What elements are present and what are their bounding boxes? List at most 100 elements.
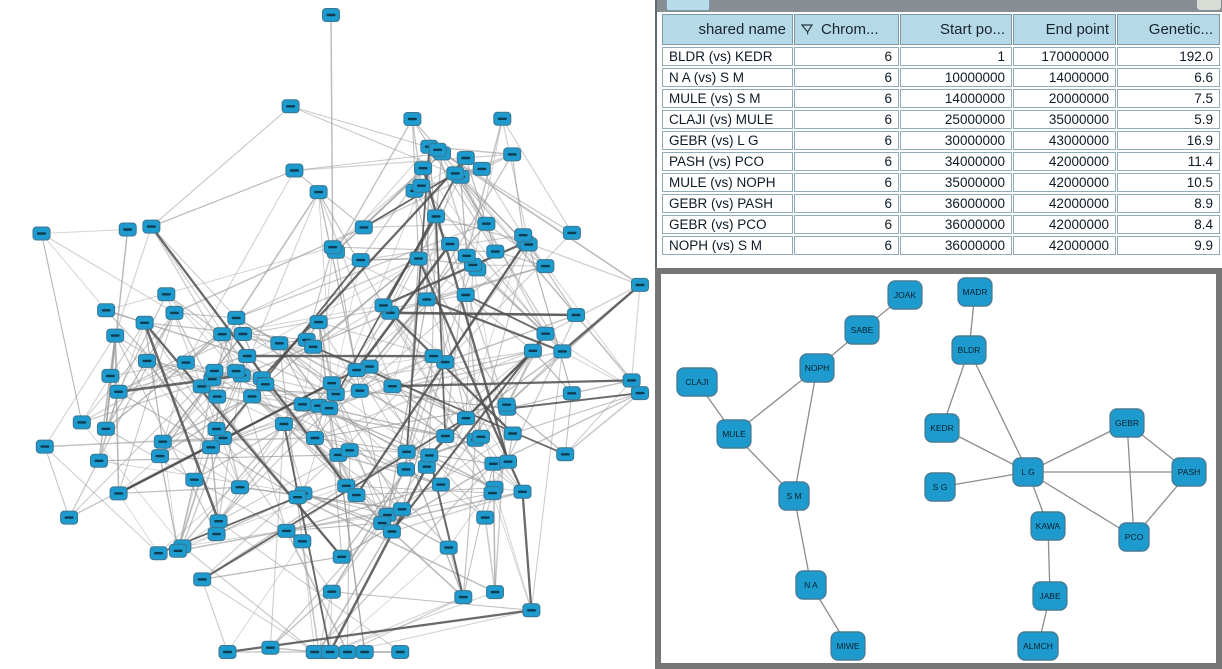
network-edge[interactable]	[158, 393, 337, 554]
network-node[interactable]	[472, 161, 491, 176]
network-edge[interactable]	[44, 335, 116, 447]
network-edge[interactable]	[98, 335, 116, 461]
table-row[interactable]: N A (vs) S M 6 10000000 14000000 6.6	[662, 68, 1220, 87]
network-edge[interactable]	[564, 393, 573, 455]
network-node-bldr[interactable]: BLDR	[951, 335, 987, 365]
network-edge[interactable]	[201, 579, 229, 653]
network-node-joak[interactable]: JOAK	[887, 280, 923, 310]
network-node[interactable]	[231, 480, 249, 495]
node-shape[interactable]	[1012, 457, 1044, 487]
network-node[interactable]	[109, 486, 128, 501]
network-edge[interactable]	[314, 255, 468, 439]
network-edge[interactable]	[335, 146, 430, 253]
network-node[interactable]	[522, 603, 541, 618]
network-node[interactable]	[631, 386, 649, 401]
network-edge[interactable]	[290, 105, 461, 178]
network-edge-gebr-pco[interactable]	[1126, 422, 1135, 538]
network-edge[interactable]	[202, 556, 342, 581]
network-edge[interactable]	[278, 343, 303, 542]
network-edge[interactable]	[528, 244, 573, 394]
network-edge[interactable]	[201, 579, 315, 653]
network-edge[interactable]	[329, 407, 446, 437]
network-edge[interactable]	[105, 312, 176, 430]
network-node[interactable]	[135, 315, 154, 330]
network-edge[interactable]	[210, 447, 220, 522]
network-edge[interactable]	[335, 251, 428, 300]
network-edge[interactable]	[312, 258, 419, 348]
network-edge[interactable]	[41, 233, 107, 311]
network-edge[interactable]	[68, 437, 224, 519]
network-edge[interactable]	[318, 191, 384, 306]
network-node[interactable]	[454, 590, 473, 605]
network-node[interactable]	[441, 237, 460, 251]
network-node[interactable]	[285, 163, 304, 178]
network-node[interactable]	[138, 353, 156, 368]
network-node[interactable]	[176, 355, 195, 370]
cell-shared-name[interactable]: NOPH (vs) S M	[662, 236, 793, 255]
cell-end[interactable]: 170000000	[1013, 47, 1116, 66]
node-shape[interactable]	[1030, 511, 1066, 541]
network-node[interactable]	[420, 448, 439, 463]
network-edge[interactable]	[329, 466, 428, 653]
network-edge-lg-pco[interactable]	[1027, 471, 1135, 538]
node-shape[interactable]	[844, 315, 880, 345]
network-edge[interactable]	[201, 454, 339, 580]
network-edge[interactable]	[631, 284, 641, 381]
network-edge[interactable]	[564, 392, 641, 455]
network-edge[interactable]	[330, 14, 334, 248]
network-edge[interactable]	[391, 530, 464, 598]
network-edge[interactable]	[297, 496, 496, 593]
network-edge[interactable]	[472, 264, 509, 462]
network-node[interactable]	[397, 462, 415, 477]
cell-genetic[interactable]: 8.4	[1117, 215, 1220, 234]
network-edge[interactable]	[118, 355, 248, 393]
network-edge[interactable]	[465, 294, 534, 352]
network-node[interactable]	[185, 472, 204, 487]
network-edge[interactable]	[355, 243, 452, 371]
network-edge[interactable]	[151, 169, 295, 228]
network-node[interactable]	[493, 111, 512, 126]
network-edge[interactable]	[41, 229, 128, 234]
node-shape[interactable]	[1109, 408, 1145, 438]
network-edge[interactable]	[406, 350, 534, 453]
node-shape[interactable]	[1171, 457, 1207, 487]
network-edge[interactable]	[294, 170, 365, 228]
network-edge[interactable]	[227, 541, 303, 653]
network-edge[interactable]	[81, 375, 111, 423]
node-shape[interactable]	[830, 631, 866, 661]
network-edge[interactable]	[363, 172, 456, 229]
network-edge[interactable]	[114, 335, 120, 392]
network-edge[interactable]	[392, 350, 534, 387]
network-node-miwe[interactable]: MIWE	[830, 631, 866, 661]
network-edge[interactable]	[81, 312, 175, 423]
network-node[interactable]	[201, 440, 220, 455]
network-edge[interactable]	[118, 333, 223, 393]
cell-start[interactable]: 36000000	[900, 194, 1012, 213]
network-edge[interactable]	[392, 379, 632, 388]
network-node[interactable]	[321, 645, 340, 659]
network-node[interactable]	[457, 248, 476, 263]
network-node[interactable]	[397, 444, 416, 459]
network-edge[interactable]	[437, 149, 474, 266]
network-node-n-a[interactable]: N A	[795, 570, 827, 600]
node-shape[interactable]	[795, 570, 827, 600]
network-node-pash[interactable]: PASH	[1171, 457, 1207, 487]
network-node[interactable]	[417, 459, 436, 474]
network-node[interactable]	[457, 411, 475, 426]
network-edge[interactable]	[444, 314, 577, 363]
network-node[interactable]	[227, 364, 246, 379]
network-node[interactable]	[208, 389, 227, 404]
network-edge[interactable]	[98, 454, 339, 462]
network-node[interactable]	[97, 303, 116, 318]
network-edge[interactable]	[201, 417, 467, 581]
cell-end[interactable]: 14000000	[1013, 68, 1116, 87]
network-node-noph[interactable]: NOPH	[799, 353, 835, 383]
network-edge[interactable]	[174, 312, 237, 319]
cell-shared-name[interactable]: GEBR (vs) L G	[662, 131, 793, 150]
column-header-shared-name[interactable]: shared name	[662, 14, 793, 45]
network-node[interactable]	[207, 422, 226, 436]
network-node[interactable]	[503, 147, 522, 162]
network-node[interactable]	[431, 477, 450, 492]
network-edge[interactable]	[532, 350, 573, 394]
network-edge[interactable]	[507, 392, 572, 410]
